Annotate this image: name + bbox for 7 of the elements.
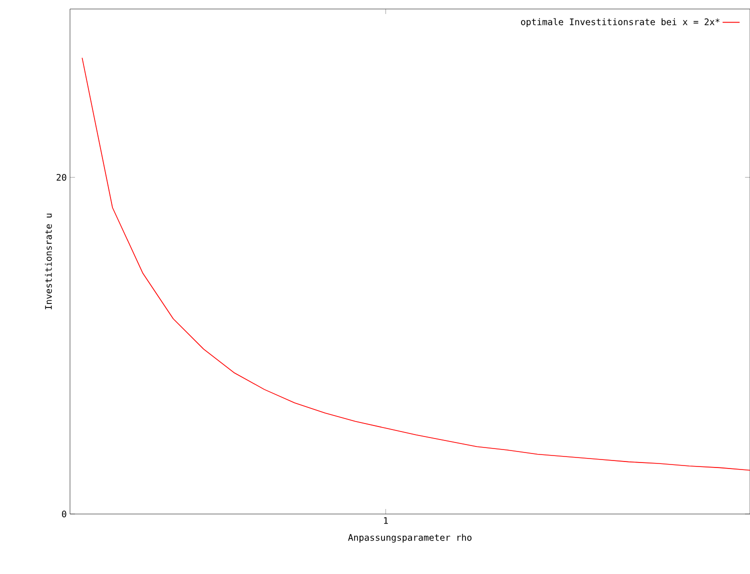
x-tick-label: 1 [384,517,388,524]
line-series [82,57,750,471]
y-tick-label: 20 [56,174,66,181]
x-axis-title: Anpassungsparameter rho [348,534,472,543]
y-tick-label: 0 [62,510,66,518]
y-axis-title: Investitionsrate u [44,214,52,310]
legend-label: optimale Investitionsrate bei x = 2x* [521,18,720,27]
